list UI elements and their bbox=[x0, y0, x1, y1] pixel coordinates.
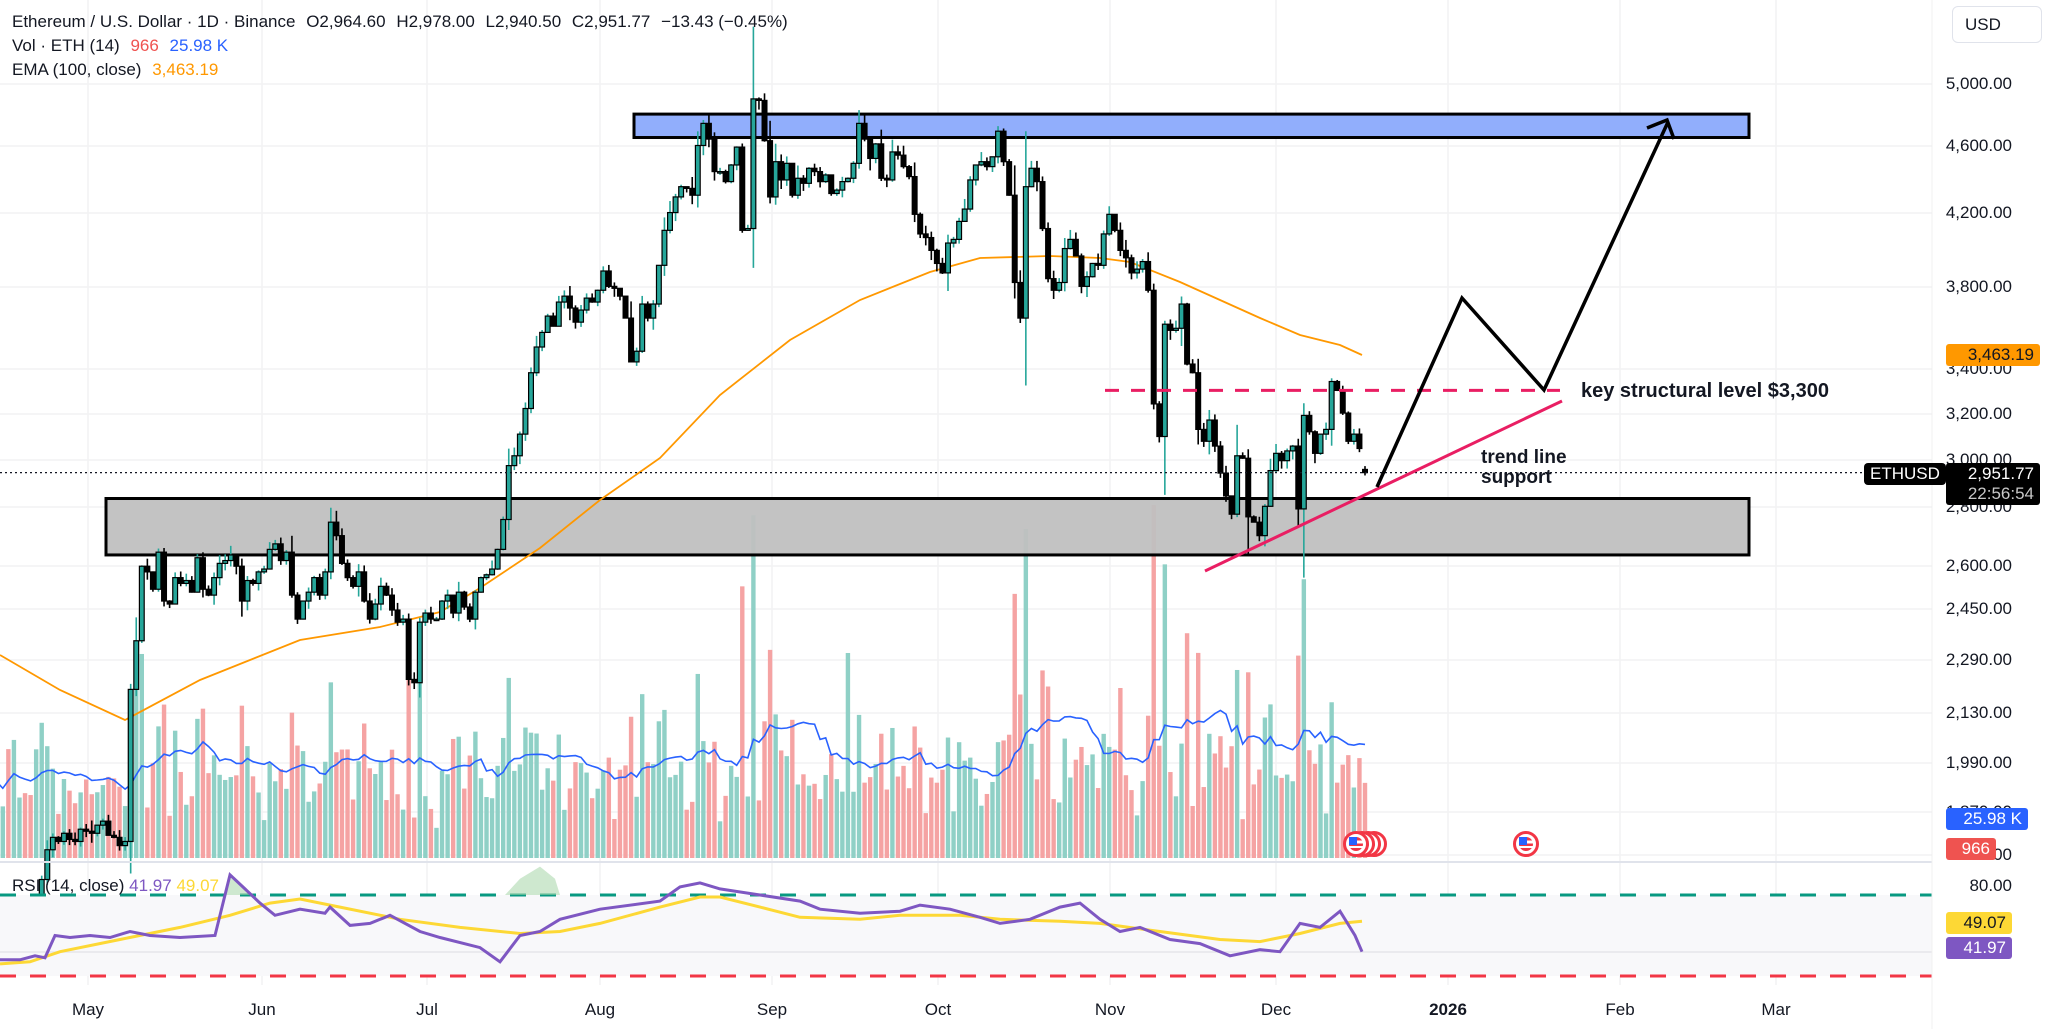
rsi-ma-tag: 49.07 bbox=[1946, 912, 2012, 934]
trend-line-annotation[interactable]: trend line support bbox=[1481, 448, 1567, 488]
ema-100-line bbox=[0, 255, 1363, 722]
price-axis-label: 2,450.00 bbox=[1945, 599, 2012, 618]
trend-line-support[interactable] bbox=[1204, 399, 1563, 573]
rsi-value-tag: 41.97 bbox=[1946, 937, 2012, 959]
last-price-tag: 2,951.77 22:56:54 bbox=[1946, 463, 2040, 505]
ema-legend-label: EMA (100, close) bbox=[12, 60, 142, 79]
time-axis-label: Feb bbox=[1605, 1000, 1635, 1019]
rsi-legend[interactable]: RSI (14, close) 41.97 49.07 bbox=[12, 876, 219, 896]
ohlc-open: O2,964.60 bbox=[306, 12, 386, 31]
candlesticks bbox=[0, 26, 1368, 942]
ema-legend-value: 3,463.19 bbox=[152, 60, 219, 79]
time-axis-label: Jul bbox=[416, 1000, 438, 1019]
price-axis-label: 5,000.00 bbox=[1945, 74, 2012, 93]
ohlc-change: −13.43 (−0.45%) bbox=[661, 12, 788, 31]
price-axis-label: 2,600.00 bbox=[1945, 556, 2012, 575]
us-flag-event-icon[interactable] bbox=[1513, 831, 1539, 857]
volume-bars bbox=[0, 505, 1368, 858]
time-axis-label: Aug bbox=[584, 1000, 616, 1019]
price-axis-label: 3,800.00 bbox=[1945, 277, 2012, 296]
rsi-axis-label: 80.00 bbox=[1969, 876, 2012, 895]
symbol-tag: ETHUSD bbox=[1864, 463, 1946, 485]
ema-legend[interactable]: EMA (100, close) 3,463.19 bbox=[12, 59, 224, 81]
volume-legend-value: 966 bbox=[130, 36, 159, 55]
time-axis-label: Nov bbox=[1094, 1000, 1126, 1019]
price-axis-label: 3,200.00 bbox=[1945, 404, 2012, 423]
price-axis-label: 2,290.00 bbox=[1945, 650, 2012, 669]
rsi-legend-value: 41.97 bbox=[129, 876, 172, 895]
ema-price-tag: 3,463.19 bbox=[1946, 344, 2040, 366]
time-axis-label: Oct bbox=[924, 1000, 952, 1019]
volume-legend-label: Vol · ETH (14) bbox=[12, 36, 120, 55]
volume-tag: 966 bbox=[1946, 838, 1996, 860]
symbol-title[interactable]: Ethereum / U.S. Dollar · 1D · Binance bbox=[12, 12, 296, 31]
rsi-band-background bbox=[0, 895, 1932, 976]
volume-ma-tag: 25.98 K bbox=[1946, 808, 2028, 830]
ohlc-low: L2,940.50 bbox=[485, 12, 562, 31]
resistance-zone[interactable] bbox=[632, 112, 1751, 140]
time-axis-label: Jun bbox=[248, 1000, 276, 1019]
time-axis-label: 2026 bbox=[1429, 1000, 1467, 1019]
rsi-ma-line bbox=[0, 895, 1363, 966]
price-axis-label: 4,600.00 bbox=[1945, 136, 2012, 155]
support-zone[interactable] bbox=[104, 497, 1751, 557]
time-axis-label: Mar bbox=[1761, 1000, 1791, 1019]
time-axis-label: Sep bbox=[756, 1000, 788, 1019]
price-axis-label: 4,200.00 bbox=[1945, 203, 2012, 222]
projection-path[interactable] bbox=[1375, 121, 1670, 488]
rsi-legend-ma: 49.07 bbox=[176, 876, 219, 895]
rsi-overbought-fill bbox=[225, 866, 560, 895]
time-axis-label: May bbox=[71, 1000, 105, 1019]
volume-legend-ma: 25.98 K bbox=[169, 36, 229, 55]
volume-legend[interactable]: Vol · ETH (14) 966 25.98 K bbox=[12, 35, 234, 57]
volume-ma-line bbox=[0, 709, 1366, 791]
time-axis-label: Dec bbox=[1260, 1000, 1292, 1019]
us-flag-event-icon[interactable] bbox=[1343, 831, 1369, 857]
ohlc-high: H2,978.00 bbox=[396, 12, 475, 31]
last-price-value: 2,951.77 bbox=[1967, 464, 2034, 483]
trend-line-annotation-line2: support bbox=[1481, 467, 1552, 488]
arrowhead-icon bbox=[1646, 117, 1676, 140]
countdown-timer: 22:56:54 bbox=[1967, 484, 2034, 503]
rsi-line bbox=[0, 871, 1364, 964]
currency-button[interactable]: USD bbox=[1952, 6, 2042, 43]
ohlc-close: C2,951.77 bbox=[571, 12, 651, 31]
trend-line-annotation-line1: trend line bbox=[1481, 447, 1567, 468]
price-axis-label: 1,990.00 bbox=[1945, 753, 2012, 772]
rsi-legend-label: RSI (14, close) bbox=[12, 876, 125, 895]
key-level-annotation[interactable]: key structural level $3,300 bbox=[1581, 380, 1829, 402]
symbol-legend: Ethereum / U.S. Dollar · 1D · Binance O2… bbox=[12, 11, 794, 33]
price-axis-label: 2,130.00 bbox=[1945, 703, 2012, 722]
